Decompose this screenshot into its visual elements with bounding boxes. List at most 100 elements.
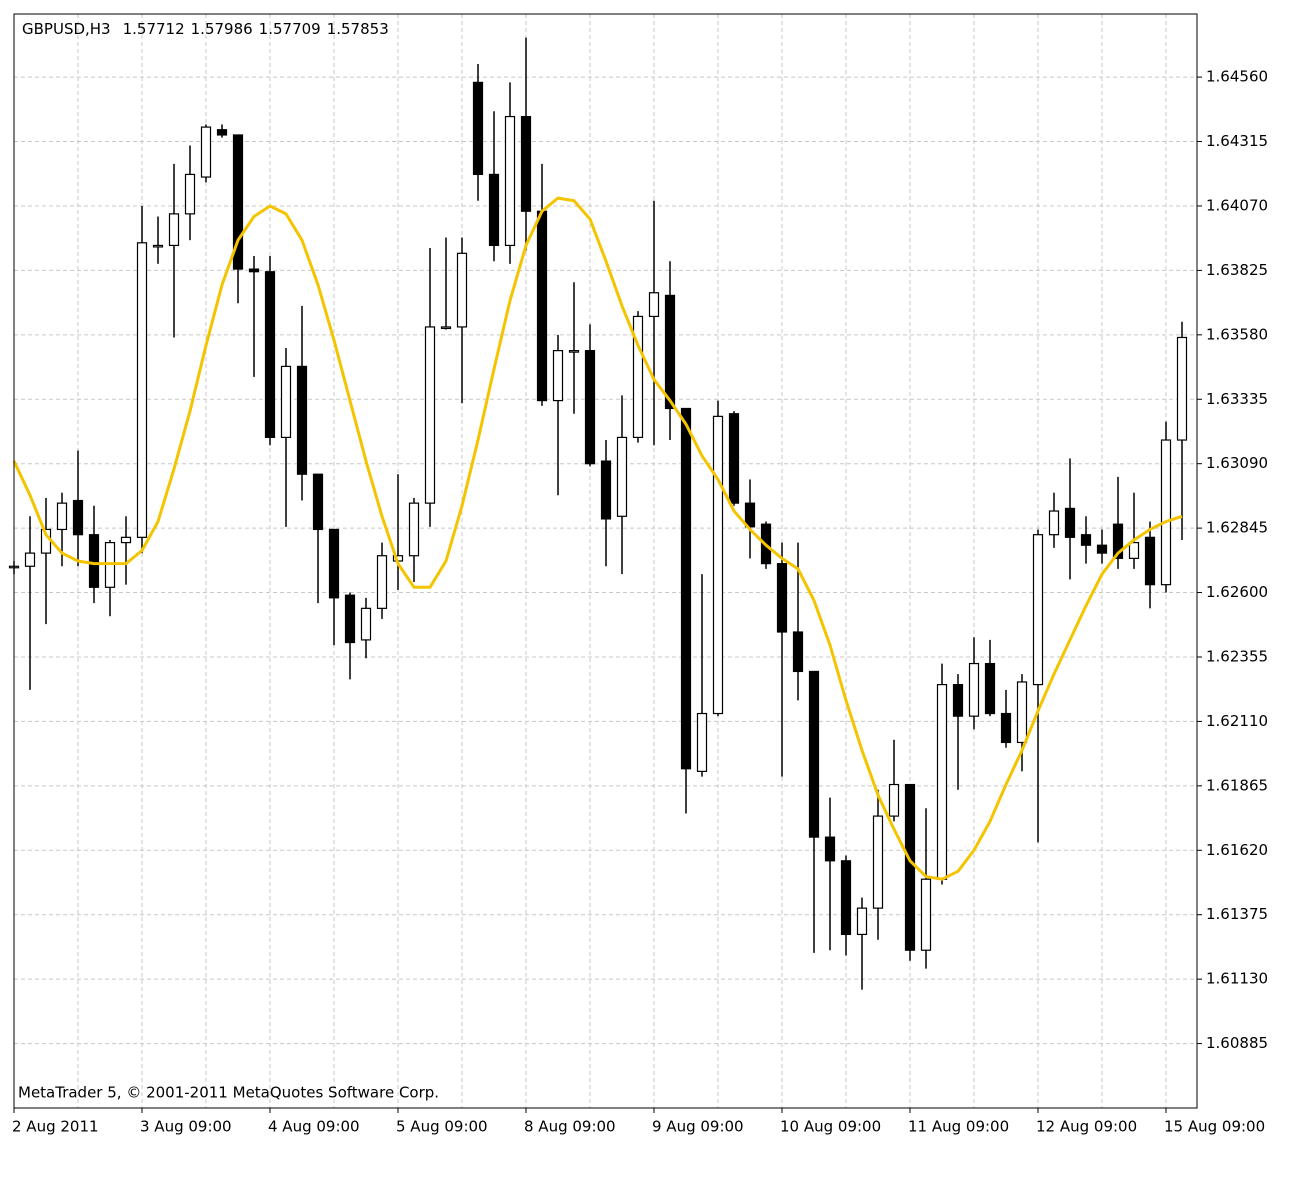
candle-body <box>584 350 596 465</box>
y-tick-label: 1.62110 <box>1206 712 1268 730</box>
candle-body <box>312 473 324 531</box>
y-tick-label: 1.61865 <box>1206 776 1268 794</box>
y-tick-label: 1.63090 <box>1206 454 1268 472</box>
candle-body <box>504 115 516 247</box>
y-tick-label: 1.61130 <box>1206 970 1268 988</box>
y-tick-label: 1.63825 <box>1206 261 1268 279</box>
candle-body <box>200 126 212 178</box>
candle-body <box>632 315 644 438</box>
candle-body <box>264 271 276 438</box>
x-tick-label: 9 Aug 09:00 <box>652 1118 744 1136</box>
candle-body <box>488 173 500 247</box>
candle-body <box>1176 336 1188 441</box>
x-tick-label: 12 Aug 09:00 <box>1036 1118 1137 1136</box>
x-tick-label: 8 Aug 09:00 <box>524 1118 616 1136</box>
candle-body <box>296 365 308 475</box>
candle-body <box>536 210 548 402</box>
candle-body <box>136 242 148 538</box>
candle-body <box>936 684 948 880</box>
x-tick-label: 2 Aug 2011 <box>12 1118 99 1136</box>
x-tick-label: 10 Aug 09:00 <box>780 1118 881 1136</box>
y-tick-label: 1.64070 <box>1206 196 1268 214</box>
y-tick-label: 1.64560 <box>1206 68 1268 86</box>
candle-body <box>552 350 564 402</box>
candle-body <box>808 670 820 838</box>
candle-body <box>888 783 900 817</box>
candle-body <box>1096 544 1108 554</box>
candle-body <box>1048 510 1060 536</box>
x-tick-label: 3 Aug 09:00 <box>140 1118 232 1136</box>
symbol: GBPUSD,H3 <box>22 20 111 38</box>
y-tick-label: 1.60885 <box>1206 1034 1268 1052</box>
candle-body <box>952 684 964 717</box>
candle-body <box>792 631 804 673</box>
y-tick-label: 1.63335 <box>1206 390 1268 408</box>
candle-body <box>840 860 852 936</box>
candle-body <box>360 607 372 641</box>
candle-body <box>616 436 628 517</box>
candle-body <box>472 81 484 176</box>
candle-body <box>968 662 980 717</box>
candle-body <box>456 252 468 328</box>
candle-body <box>440 326 452 330</box>
moving-average-line <box>12 196 1183 881</box>
y-tick-label: 1.62845 <box>1206 519 1268 537</box>
candle-body <box>776 563 788 633</box>
candle-body <box>344 594 356 644</box>
x-tick-label: 15 Aug 09:00 <box>1164 1118 1265 1136</box>
candle-body <box>184 173 196 215</box>
candle-body <box>904 783 916 951</box>
candle-body <box>152 244 164 248</box>
candle-body <box>744 502 756 528</box>
candle-body <box>728 413 740 504</box>
candle-body <box>856 907 868 936</box>
quote-close: 1.57853 <box>327 20 389 38</box>
candle-body <box>648 292 660 318</box>
candle-body <box>120 536 132 544</box>
candle-body <box>680 407 692 770</box>
grid <box>14 14 1197 1108</box>
y-tick-label: 1.61620 <box>1206 841 1268 859</box>
candle-body <box>168 213 180 247</box>
y-tick-label: 1.64315 <box>1206 132 1268 150</box>
candle-body <box>328 528 340 599</box>
candle-body <box>600 460 612 520</box>
candle-body <box>920 878 932 951</box>
candle-body <box>424 326 436 504</box>
y-tick-label: 1.62600 <box>1206 583 1268 601</box>
marks <box>8 37 1188 990</box>
candle-body <box>984 662 996 715</box>
candle-body <box>712 415 724 715</box>
candle-body <box>1000 712 1012 744</box>
y-tick-label: 1.63580 <box>1206 325 1268 343</box>
chart-header: GBPUSD,H3 1.57712 1.57986 1.57709 1.57853 <box>22 20 389 38</box>
candle-body <box>1080 534 1092 546</box>
candle-body <box>216 129 228 136</box>
footer: MetaTrader 5, © 2001-2011 MetaQuotes Sof… <box>18 1084 439 1102</box>
x-tick-label: 4 Aug 09:00 <box>268 1118 360 1136</box>
candle-body <box>872 815 884 909</box>
candle-body <box>1032 534 1044 686</box>
candle-body <box>376 555 388 609</box>
candle-body <box>824 836 836 862</box>
y-tick-label: 1.61375 <box>1206 905 1268 923</box>
candle-body <box>24 552 36 567</box>
candle-body <box>1016 681 1028 744</box>
candle-body <box>408 502 420 557</box>
candle-body <box>1128 541 1140 559</box>
candle-body <box>568 350 580 353</box>
candle-body <box>1112 523 1124 559</box>
candle-body <box>1064 507 1076 538</box>
candle-body <box>1144 536 1156 586</box>
candle-body <box>56 502 68 531</box>
plot-frame <box>13 13 1198 1109</box>
quote-open: 1.57712 <box>123 20 185 38</box>
quote-high: 1.57986 <box>191 20 253 38</box>
candle-body <box>280 365 292 438</box>
candle-body <box>664 294 676 410</box>
candle-body <box>1160 439 1172 586</box>
candle-body <box>520 115 532 212</box>
candle-body <box>72 499 84 536</box>
